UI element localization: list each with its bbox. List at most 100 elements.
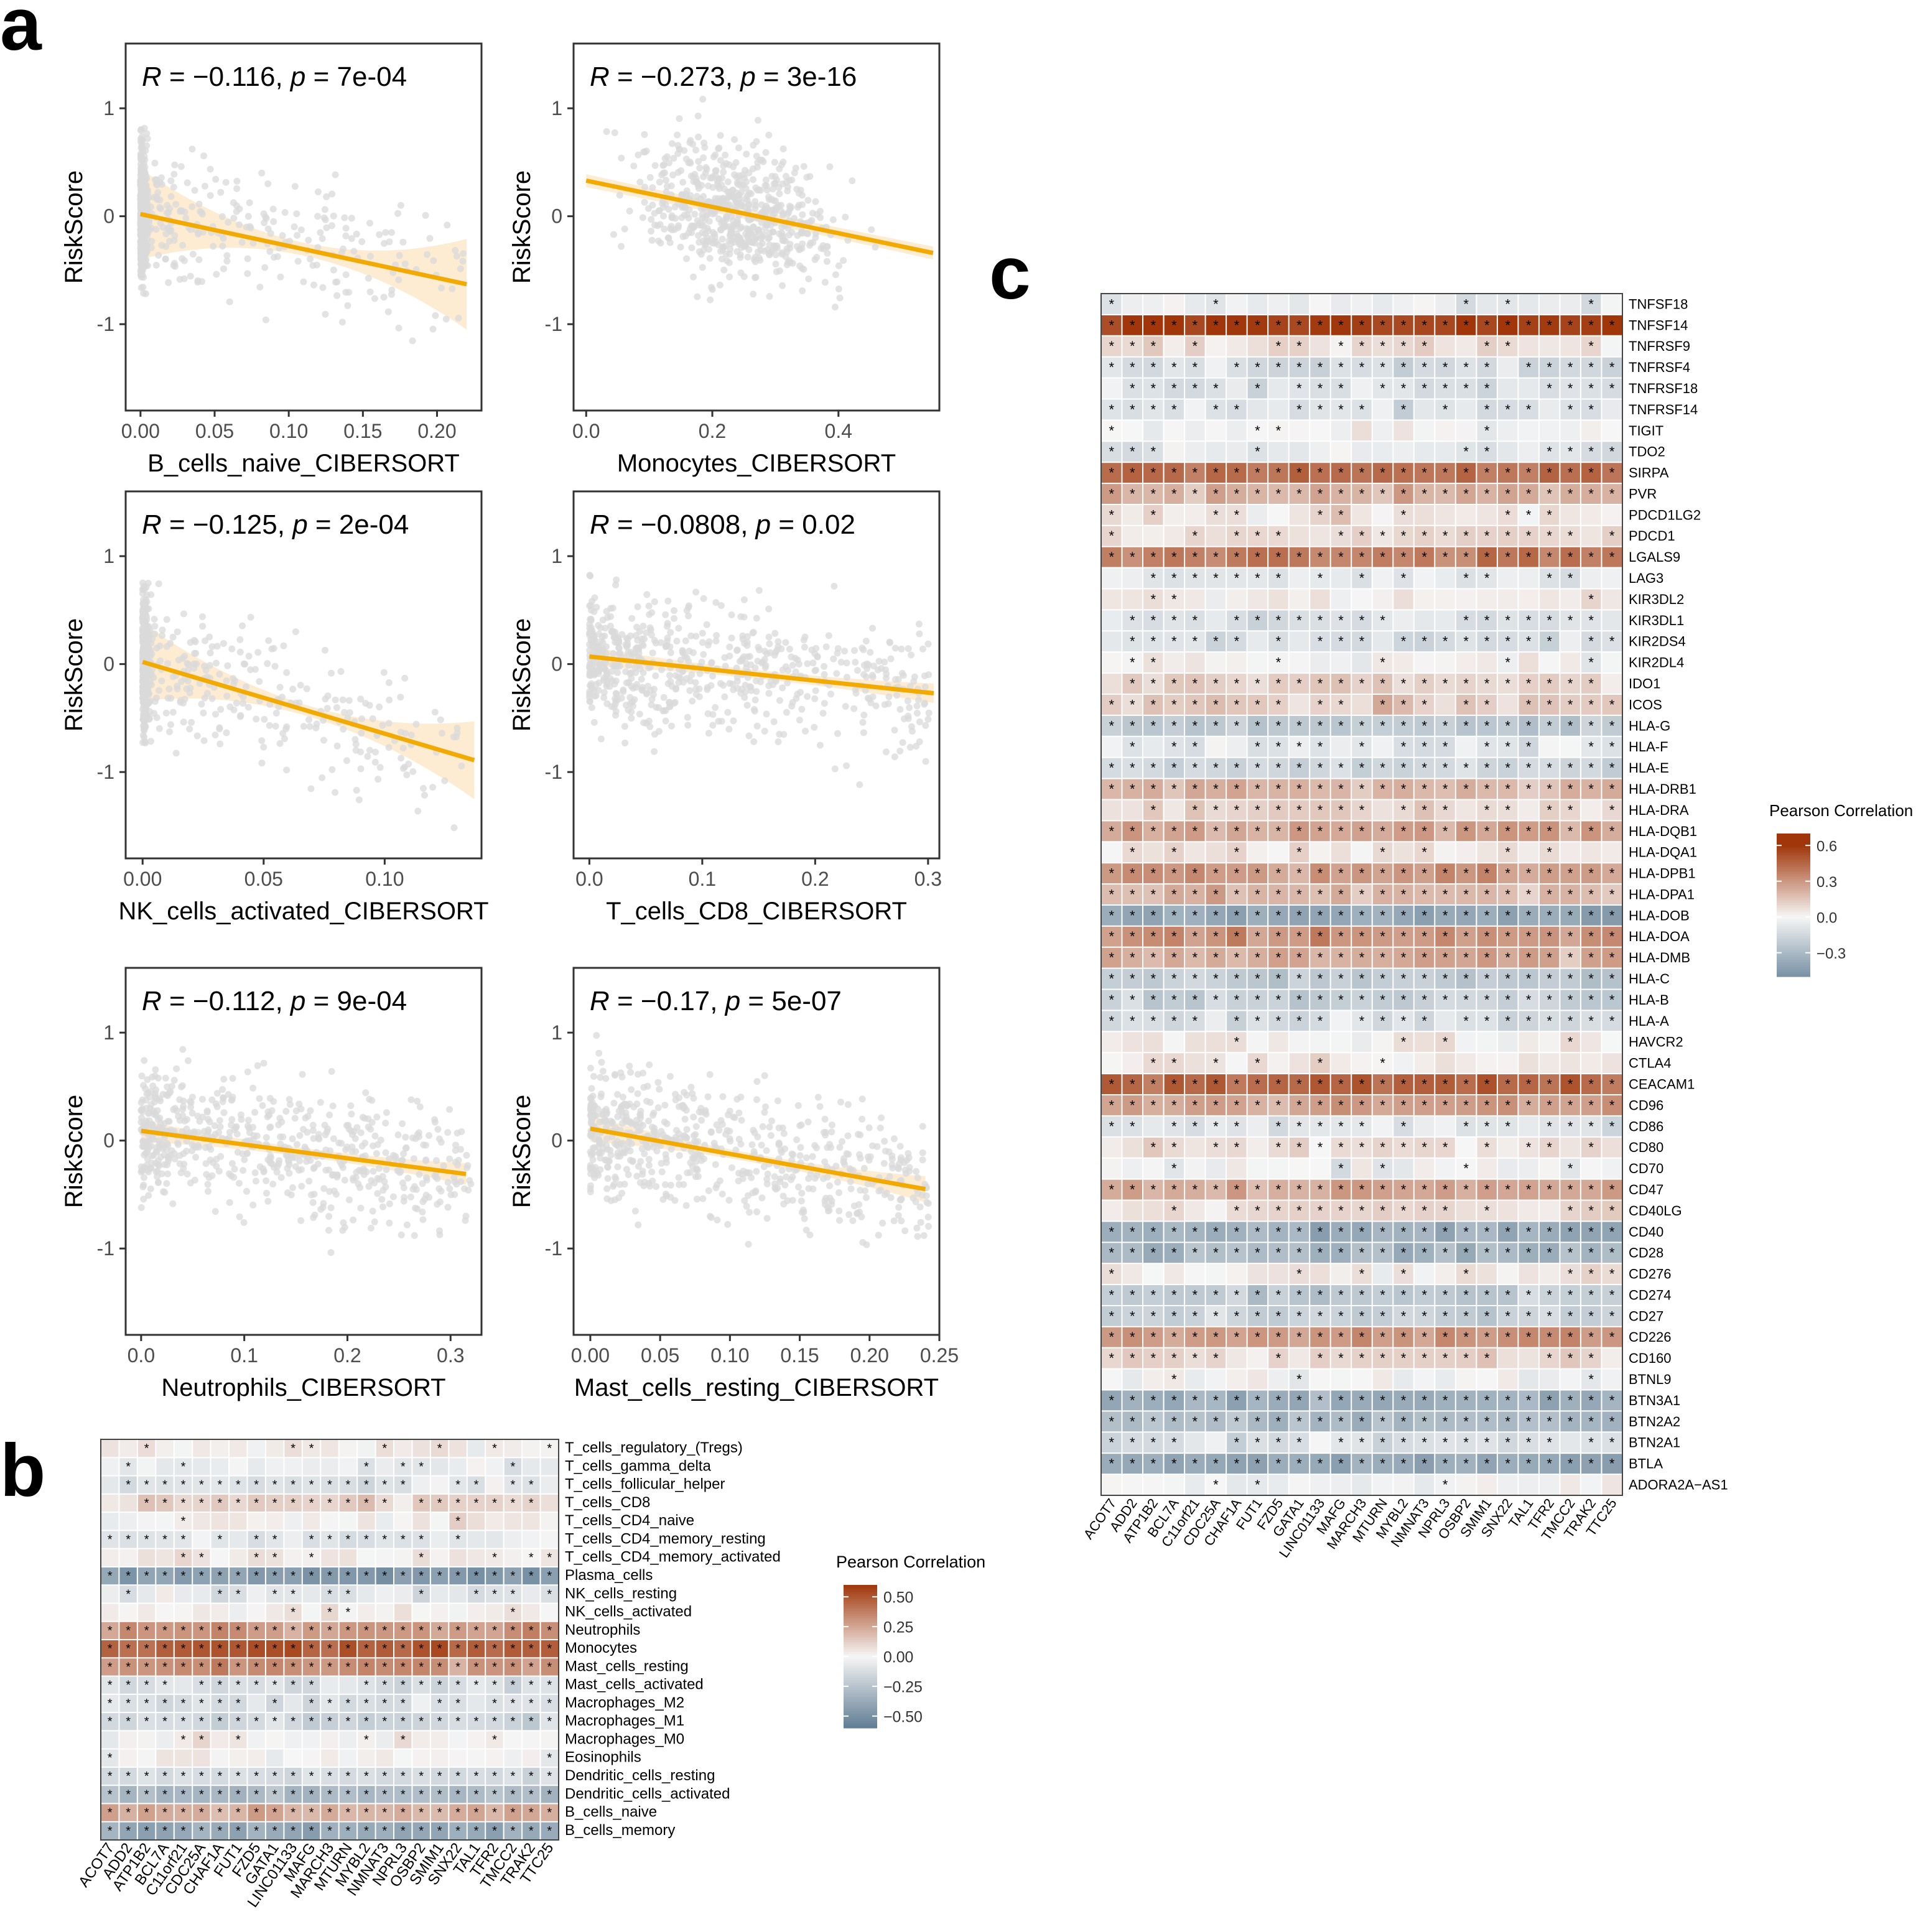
data-point bbox=[900, 715, 908, 723]
significance-star: * bbox=[236, 1587, 241, 1601]
heatmap-cell bbox=[467, 1440, 485, 1457]
data-point bbox=[225, 218, 232, 226]
data-point bbox=[163, 1091, 170, 1098]
data-point bbox=[712, 1184, 720, 1192]
data-point bbox=[769, 185, 776, 193]
data-point bbox=[600, 677, 608, 684]
significance-star: * bbox=[162, 1715, 167, 1729]
significance-star: * bbox=[364, 1770, 369, 1783]
data-point bbox=[869, 625, 876, 632]
data-point bbox=[646, 611, 653, 618]
heatmap-cell bbox=[230, 1604, 247, 1621]
data-point bbox=[626, 1062, 633, 1070]
data-point bbox=[687, 137, 694, 144]
heatmap-cell bbox=[137, 1458, 156, 1475]
data-point bbox=[233, 185, 241, 192]
significance-star: * bbox=[272, 1497, 277, 1510]
data-point bbox=[919, 1123, 926, 1130]
significance-star: * bbox=[419, 1660, 424, 1674]
significance-star: * bbox=[511, 1697, 516, 1711]
data-point bbox=[198, 613, 206, 620]
data-point bbox=[242, 683, 249, 690]
data-point bbox=[256, 678, 263, 685]
data-point bbox=[151, 159, 159, 167]
heatmap-cell bbox=[376, 1604, 393, 1621]
data-point bbox=[143, 142, 151, 149]
data-point bbox=[286, 1169, 293, 1177]
data-point bbox=[236, 1213, 243, 1220]
heatmap-cell bbox=[193, 1440, 210, 1457]
data-point bbox=[830, 655, 837, 662]
data-point bbox=[646, 174, 654, 181]
significance-star: * bbox=[199, 1733, 204, 1747]
data-point bbox=[835, 1207, 843, 1215]
data-point bbox=[724, 1221, 732, 1228]
heatmap-cell bbox=[101, 1604, 119, 1621]
data-point bbox=[367, 1224, 374, 1232]
significance-star: * bbox=[437, 1788, 442, 1801]
data-point bbox=[681, 211, 688, 219]
significance-star: * bbox=[291, 1606, 295, 1620]
heatmap-cell bbox=[248, 1440, 265, 1457]
data-point bbox=[800, 1209, 807, 1215]
data-point bbox=[430, 257, 437, 264]
data-point bbox=[641, 198, 648, 206]
significance-star: * bbox=[272, 1624, 277, 1638]
data-point bbox=[729, 187, 737, 194]
data-point bbox=[707, 1214, 715, 1221]
significance-star: * bbox=[254, 1679, 259, 1693]
data-point bbox=[817, 208, 824, 215]
significance-star: * bbox=[144, 1479, 149, 1492]
data-point bbox=[896, 706, 904, 713]
data-point bbox=[600, 1118, 607, 1125]
heatmap-cell bbox=[541, 1731, 558, 1749]
significance-star: * bbox=[144, 1624, 149, 1638]
significance-star: * bbox=[162, 1642, 167, 1656]
data-point bbox=[829, 216, 837, 223]
data-point bbox=[160, 1120, 168, 1127]
data-point bbox=[620, 686, 627, 694]
data-point bbox=[179, 1112, 187, 1119]
heatmap-cell bbox=[101, 1731, 119, 1749]
data-point bbox=[275, 703, 282, 710]
significance-star: * bbox=[218, 1497, 223, 1510]
x-tick-label: 0.3 bbox=[914, 868, 942, 890]
significance-star: * bbox=[364, 1642, 369, 1656]
data-point bbox=[397, 728, 404, 736]
data-point bbox=[371, 758, 379, 766]
data-point bbox=[735, 1169, 743, 1177]
data-point bbox=[670, 155, 677, 162]
data-point bbox=[373, 1150, 380, 1157]
data-point bbox=[213, 643, 221, 650]
heatmap-cell bbox=[523, 1586, 540, 1603]
data-point bbox=[213, 1103, 221, 1110]
data-point bbox=[595, 1049, 603, 1057]
data-point bbox=[816, 1103, 824, 1110]
significance-star: * bbox=[144, 1442, 149, 1456]
data-point bbox=[733, 664, 740, 672]
x-tick-label: 0.10 bbox=[710, 1344, 749, 1367]
data-point bbox=[414, 807, 422, 815]
data-point bbox=[141, 605, 148, 612]
data-point bbox=[805, 1185, 812, 1192]
x-axis-title: T_cells_CD8_CIBERSORT bbox=[606, 898, 907, 925]
heatmap-cell bbox=[321, 1513, 338, 1530]
data-point bbox=[664, 623, 671, 630]
data-point bbox=[191, 1176, 198, 1184]
data-point bbox=[167, 639, 174, 647]
x-tick-label: 0.2 bbox=[699, 420, 726, 442]
data-point bbox=[613, 690, 620, 698]
data-point bbox=[241, 1156, 248, 1163]
significance-star: * bbox=[547, 1752, 552, 1765]
data-point bbox=[179, 1046, 187, 1053]
data-point bbox=[249, 1084, 257, 1092]
heatmap-cell bbox=[467, 1513, 485, 1530]
heatmap-cell bbox=[119, 1494, 137, 1512]
data-point bbox=[376, 704, 383, 710]
significance-star: * bbox=[254, 1533, 259, 1546]
data-point bbox=[770, 197, 778, 205]
data-point bbox=[298, 1182, 305, 1190]
heatmap-cell bbox=[174, 1604, 192, 1621]
data-point bbox=[603, 608, 610, 615]
data-point bbox=[672, 685, 679, 693]
